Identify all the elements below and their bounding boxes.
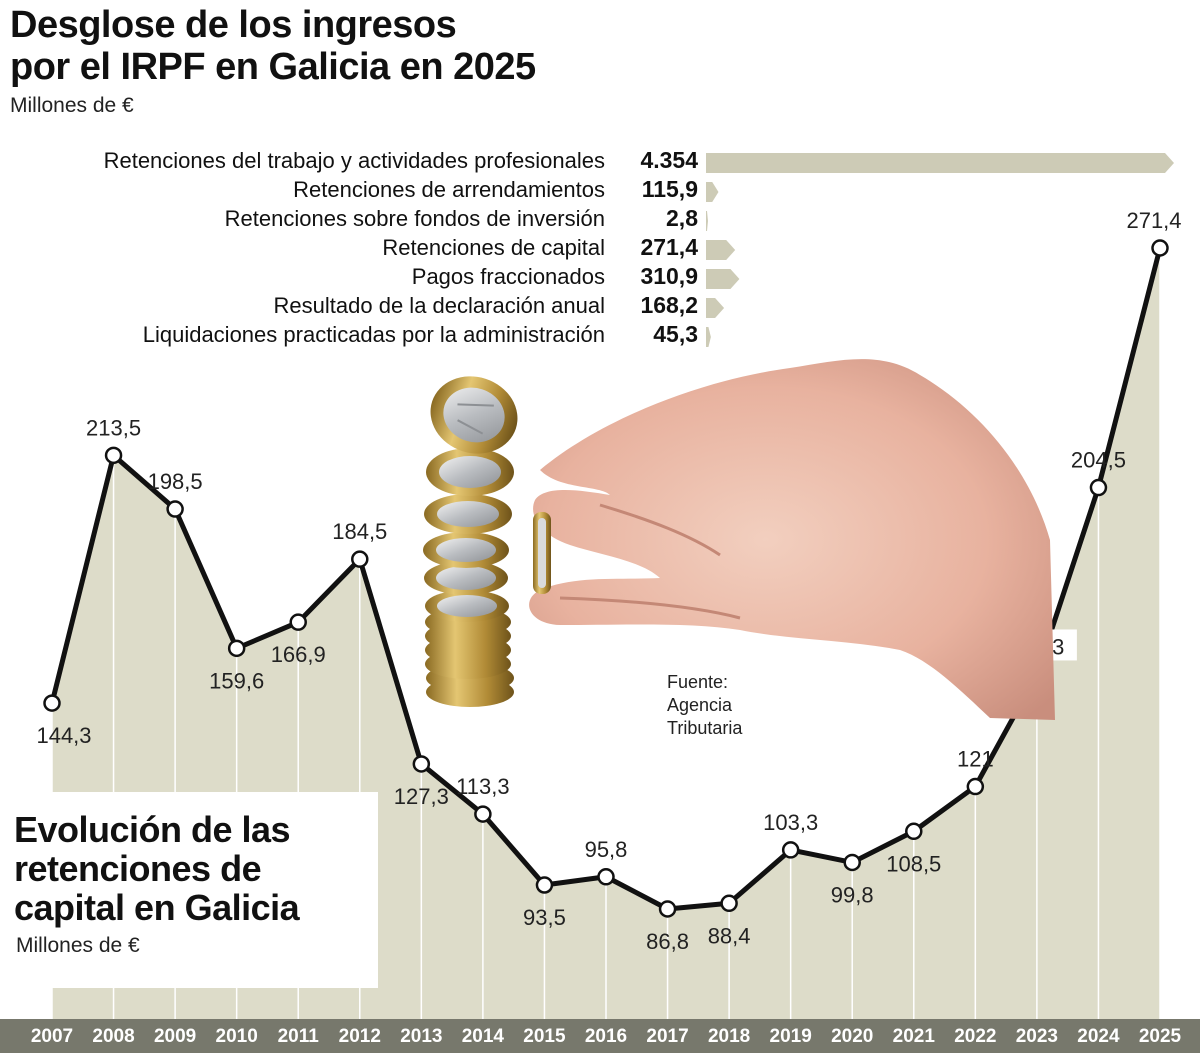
breakdown-row: Resultado de la declaración anual 168,2 [0, 291, 1200, 320]
breakdown-row: Liquidaciones practicadas por la adminis… [0, 320, 1200, 349]
breakdown-label: Retenciones sobre fondos de inversión [225, 206, 605, 232]
breakdown-bar [706, 327, 712, 347]
breakdown-row: Retenciones de capital 271,4 [0, 233, 1200, 262]
breakdown-label: Resultado de la declaración anual [274, 293, 605, 319]
chart2-title-line2: retenciones de [14, 848, 261, 889]
breakdown-value: 271,4 [600, 234, 698, 261]
breakdown-label: Retenciones de arrendamientos [293, 177, 605, 203]
breakdown-value: 168,2 [600, 292, 698, 319]
page-subtitle: Millones de € [10, 94, 134, 118]
breakdown-value: 115,9 [600, 176, 698, 203]
breakdown-row: Retenciones del trabajo y actividades pr… [0, 146, 1200, 175]
chart2-title: Evolución de las retenciones de capital … [14, 810, 299, 927]
page-title-line2: por el IRPF en Galicia en 2025 [10, 46, 536, 88]
breakdown-bar [706, 269, 740, 289]
page-title-line1: Desglose de los ingresos [10, 4, 456, 46]
coin-stack-icon [420, 365, 527, 707]
hand-icon [529, 359, 1055, 720]
source-line1: Fuente: [667, 671, 742, 694]
breakdown-row: Pagos fraccionados 310,9 [0, 262, 1200, 291]
chart2-title-line3: capital en Galicia [14, 887, 299, 928]
chart2-title-line1: Evolución de las [14, 809, 290, 850]
chart2-subtitle: Millones de € [16, 934, 140, 958]
breakdown-label: Pagos fraccionados [412, 264, 605, 290]
breakdown-bar [706, 240, 736, 260]
breakdown-value: 4.354 [600, 147, 698, 174]
held-coin-icon [533, 512, 551, 594]
source-line2: Agencia [667, 694, 742, 717]
breakdown-row: Retenciones sobre fondos de inversión 2,8 [0, 204, 1200, 233]
page-title: Desglose de los ingresos por el IRPF en … [10, 4, 536, 88]
breakdown-bar [706, 182, 719, 202]
breakdown-bar [706, 211, 709, 231]
breakdown-label: Retenciones de capital [382, 235, 605, 261]
breakdown-label: Liquidaciones practicadas por la adminis… [143, 322, 605, 348]
breakdown-value: 45,3 [600, 321, 698, 348]
breakdown-bar [706, 298, 725, 318]
source-line3: Tributaria [667, 717, 742, 740]
breakdown-value: 2,8 [600, 205, 698, 232]
breakdown-row: Retenciones de arrendamientos 115,9 [0, 175, 1200, 204]
breakdown-label: Retenciones del trabajo y actividades pr… [104, 148, 605, 174]
breakdown-bar [706, 153, 1175, 173]
breakdown-value: 310,9 [600, 263, 698, 290]
source-note: Fuente: Agencia Tributaria [667, 671, 742, 740]
